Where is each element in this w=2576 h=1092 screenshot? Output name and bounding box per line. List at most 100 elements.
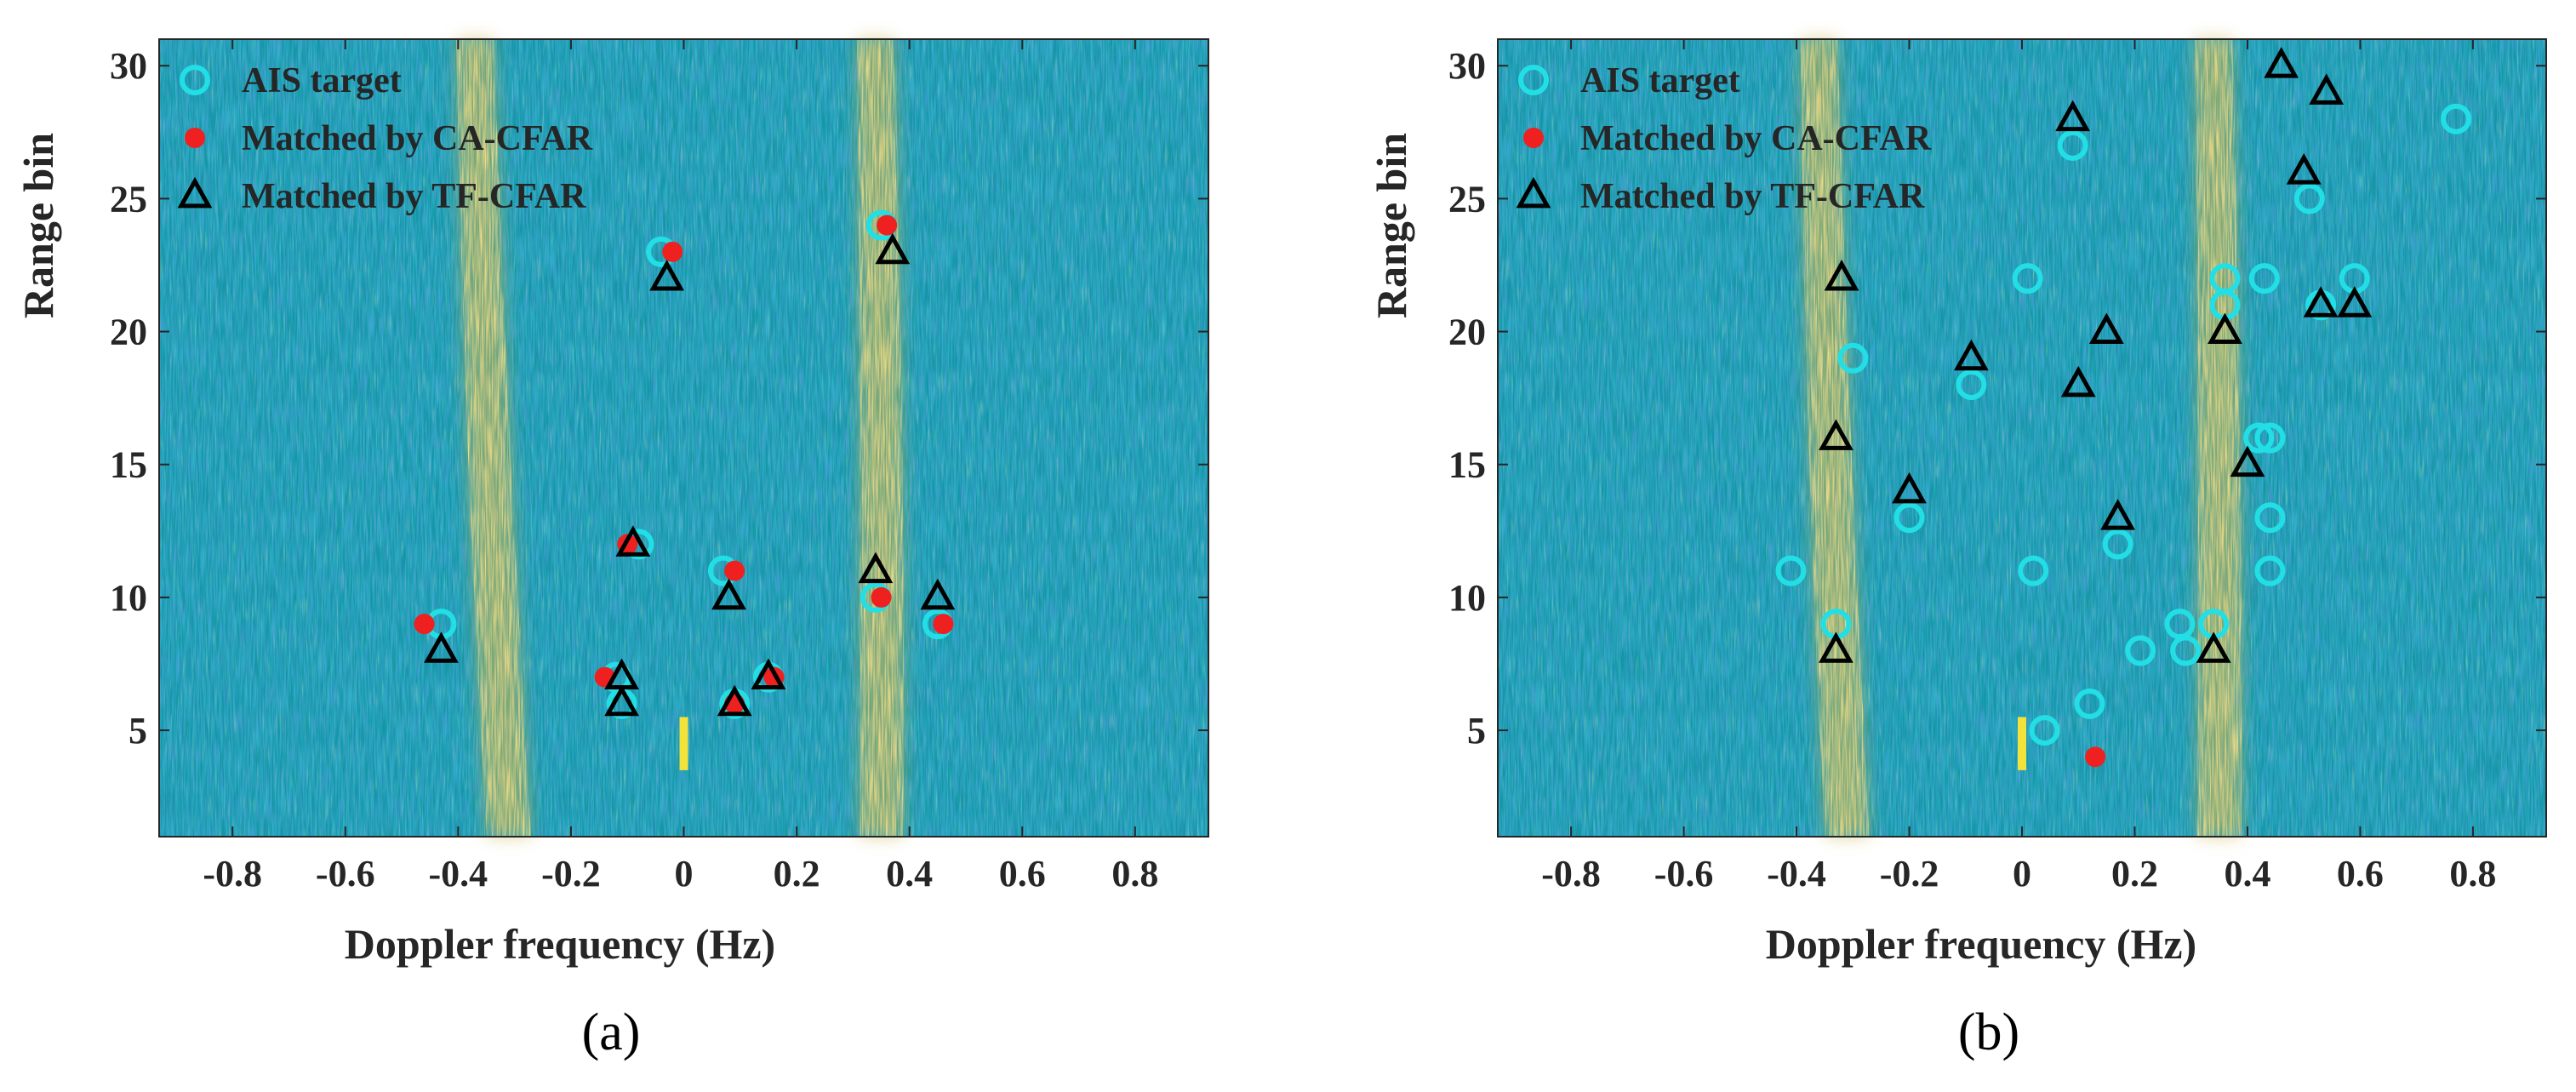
ais-target-marker	[1956, 369, 1987, 401]
tf-cfar-marker	[711, 578, 746, 610]
tf-cfar-marker	[920, 578, 956, 610]
tf-cfar-marker	[717, 684, 752, 717]
y-tick-label: 5	[129, 710, 147, 752]
legend-ca-cfar-icon	[1523, 128, 1544, 148]
tf-cfar-marker	[2337, 286, 2373, 317]
tf-cfar-marker	[2230, 445, 2265, 477]
y-tick-label: 25	[110, 178, 147, 220]
x-tick-label: -0.8	[203, 853, 262, 895]
tf-cfar-marker	[2264, 47, 2299, 78]
legend-label: AIS target	[1580, 61, 1740, 100]
ca-cfar-marker	[724, 560, 745, 581]
x-axis-label-a: Doppler frequency (Hz)	[345, 920, 775, 968]
ais-target-marker	[2029, 715, 2060, 746]
ais-target-marker	[2018, 555, 2049, 586]
x-tick-label: -0.4	[429, 853, 488, 895]
x-tick-label: -0.4	[1767, 853, 1826, 895]
ais-target-marker	[1893, 502, 1925, 534]
tf-cfar-marker	[858, 552, 894, 584]
y-tick-label: 20	[1448, 312, 1486, 353]
legend-tf-cfar-icon	[177, 176, 213, 209]
ais-target-marker	[2170, 635, 2202, 666]
ais-target-marker	[2441, 103, 2472, 134]
tf-cfar-marker	[2196, 632, 2231, 663]
tf-cfar-marker	[604, 684, 639, 717]
y-tick-label: 30	[1448, 45, 1486, 87]
tf-cfar-marker	[2303, 286, 2339, 317]
tf-cfar-marker	[1892, 472, 1927, 504]
y-tick-label: 10	[110, 577, 147, 619]
y-tick-label: 10	[1448, 577, 1486, 619]
tf-cfar-marker	[1953, 339, 1989, 371]
panel-b: -0.8 -0.6 -0.4 -0.2 0 0.2 0.4 0.6 0.8 5 10 15 20 25 30…	[1368, 38, 2547, 1061]
legend-tf-cfar-icon	[1516, 176, 1551, 209]
ca-cfar-marker	[2085, 746, 2106, 768]
ca-cfar-marker	[662, 241, 683, 262]
legend-label: Matched by TF-CFAR	[242, 177, 586, 216]
x-tick-label: -0.2	[541, 853, 601, 895]
y-tick-label: 30	[110, 45, 147, 87]
tf-cfar-marker	[1819, 419, 1853, 450]
legend-label: Matched by CA-CFAR	[242, 119, 593, 158]
tf-cfar-marker	[1819, 632, 1853, 663]
axes-b: -0.8 -0.6 -0.4 -0.2 0 0.2 0.4 0.6 0.8 5 10 15 20 25 30	[1448, 38, 2547, 895]
tf-cfar-marker	[2208, 312, 2242, 344]
tf-cfar-marker	[2309, 73, 2345, 105]
tf-cfar-marker	[2088, 312, 2124, 344]
ais-target-marker	[1837, 342, 1869, 374]
tf-cfar-marker	[615, 525, 651, 557]
zero-doppler-spot	[2018, 717, 2026, 770]
caption-a: (a)	[582, 1003, 641, 1061]
ca-cfar-marker	[877, 214, 898, 236]
legend-ais-target-icon	[1518, 65, 1549, 95]
x-tick-label: 0.6	[999, 853, 1046, 895]
tf-cfar-marker	[1824, 259, 1859, 291]
y-tick-label: 25	[1448, 178, 1486, 220]
x-tick-label: 0	[2013, 853, 2031, 895]
ais-target-marker	[2254, 422, 2286, 454]
bragg-line	[456, 39, 531, 837]
legend-a: AIS target Matched by CA-CFAR Matched by T…	[177, 61, 593, 216]
x-tick-label: -0.6	[316, 853, 375, 895]
ais-target-marker	[1775, 555, 1807, 586]
zero-doppler-spot	[679, 717, 688, 770]
heatmap-texture-green	[1498, 39, 2546, 837]
heatmap-texture-green	[159, 39, 1208, 837]
y-tick-label: 5	[1467, 710, 1486, 752]
legend-ais-target-icon	[180, 65, 210, 95]
markers-a	[414, 209, 956, 719]
ca-cfar-marker	[414, 614, 435, 635]
legend-label: Matched by TF-CFAR	[1580, 177, 1925, 216]
ais-target-marker	[2012, 263, 2043, 294]
bragg-line	[2195, 39, 2242, 837]
tf-cfar-marker	[751, 658, 786, 689]
x-tick-label: 0.2	[2111, 853, 2158, 895]
tf-cfar-marker	[2055, 100, 2091, 132]
plot-area-a	[159, 39, 1208, 837]
plot-area-b	[1498, 39, 2546, 837]
x-tick-label: -0.6	[1654, 853, 1714, 895]
x-axis-label-b: Doppler frequency (Hz)	[1766, 920, 2196, 968]
ais-target-marker	[2057, 129, 2088, 161]
ca-cfar-marker	[933, 614, 954, 635]
ais-target-marker	[2293, 183, 2325, 214]
markers-b	[1775, 47, 2472, 768]
ais-target-marker	[2254, 502, 2286, 534]
bragg-line	[1800, 39, 1870, 837]
x-tick-label: 0.2	[774, 853, 820, 895]
tf-cfar-marker	[424, 632, 459, 663]
y-tick-label: 20	[110, 312, 147, 353]
panel-a: -0.8 -0.6 -0.4 -0.2 0 0.2 0.4 0.6 0.8 5 10 15 20 25 30…	[14, 38, 1209, 1061]
caption-b: (b)	[1958, 1003, 2019, 1061]
x-tick-label: 0	[675, 853, 694, 895]
bragg-line	[856, 39, 904, 837]
y-axis-label-a: Range bin	[14, 133, 62, 318]
x-tick-label: 0.4	[2224, 853, 2270, 895]
y-tick-label: 15	[1448, 444, 1486, 486]
x-tick-label: 0.8	[1111, 853, 1158, 895]
x-tick-label: 0.4	[886, 853, 933, 895]
tf-cfar-marker	[649, 259, 685, 291]
ais-target-marker	[2248, 263, 2280, 294]
tf-cfar-marker	[2100, 499, 2136, 530]
